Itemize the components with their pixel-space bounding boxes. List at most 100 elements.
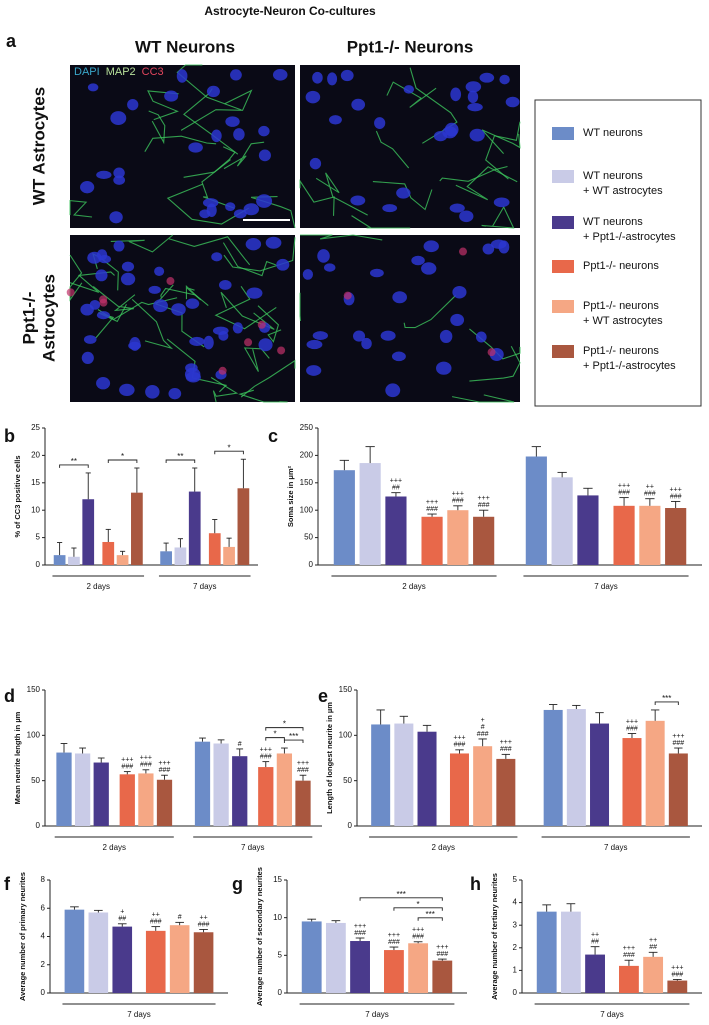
y-tick-label: 100 xyxy=(339,730,353,739)
nucleus xyxy=(153,299,168,313)
nucleus xyxy=(96,377,111,390)
micrograph xyxy=(300,235,520,402)
nucleus xyxy=(129,337,141,351)
nucleus xyxy=(258,338,273,352)
nucleus xyxy=(306,365,322,376)
nucleus xyxy=(206,85,220,98)
row-header: WT Astrocytes xyxy=(29,87,48,205)
bracket-label: * xyxy=(283,720,286,729)
bar xyxy=(619,965,639,993)
bar xyxy=(385,496,407,565)
y-tick-label: 0 xyxy=(513,988,518,997)
bar xyxy=(112,926,133,993)
nucleus xyxy=(121,261,135,272)
bar xyxy=(613,505,635,565)
legend-swatch xyxy=(552,345,574,358)
bar xyxy=(543,709,563,826)
nucleus xyxy=(403,85,415,94)
nucleus xyxy=(391,351,406,362)
column-header: Ppt1-/- Neurons xyxy=(347,37,474,56)
nucleus xyxy=(352,330,366,342)
column-header: WT Neurons xyxy=(135,37,235,56)
bar xyxy=(174,547,187,565)
x-category-label: 7 days xyxy=(241,843,265,852)
nucleus xyxy=(361,337,372,350)
bar xyxy=(394,723,414,826)
bar xyxy=(232,756,248,826)
significance-bracket xyxy=(654,701,679,705)
legend-label: + Ppt1-/-astrocytes xyxy=(583,231,676,243)
y-tick-label: 25 xyxy=(31,423,40,432)
neurite xyxy=(131,298,174,350)
significance-label: +++ xyxy=(618,482,630,489)
nucleus xyxy=(351,98,366,111)
nucleus xyxy=(433,130,448,142)
significance-label: ### xyxy=(426,506,438,513)
neurite xyxy=(403,294,457,329)
bar xyxy=(169,925,190,993)
y-tick-label: 0 xyxy=(348,821,353,830)
y-tick-label: 3 xyxy=(513,920,518,929)
panel-label: c xyxy=(268,426,278,446)
bar xyxy=(223,546,235,565)
y-axis-label: Soma size in μm² xyxy=(286,465,295,527)
bar xyxy=(473,516,495,565)
y-axis-label: Average number of tertiary neurites xyxy=(490,873,499,1000)
y-tick-label: 150 xyxy=(300,478,314,487)
bar xyxy=(560,911,581,993)
significance-label: ## xyxy=(649,944,657,951)
neurite xyxy=(469,345,521,382)
nucleus xyxy=(312,71,323,84)
significance-label: ### xyxy=(388,939,400,946)
bracket-label: *** xyxy=(662,694,671,703)
bar xyxy=(590,723,610,826)
nucleus xyxy=(233,128,245,141)
bar xyxy=(194,741,211,826)
nucleus xyxy=(80,303,94,316)
channel-label: DAPI xyxy=(74,66,100,78)
significance-label: # xyxy=(481,724,485,731)
nucleus xyxy=(467,103,483,112)
nucleus xyxy=(232,322,243,334)
significance-label: ## xyxy=(118,916,126,923)
y-tick-label: 4 xyxy=(41,932,46,941)
x-category-label: 2 days xyxy=(402,582,426,591)
nucleus xyxy=(87,83,99,92)
nucleus xyxy=(218,280,232,290)
legend-label: WT neurons xyxy=(583,170,643,182)
significance-label: ### xyxy=(198,921,210,928)
significance-bracket xyxy=(265,727,304,731)
bar xyxy=(64,909,85,993)
figure-title: Astrocyte-Neuron Co-cultures xyxy=(204,4,376,18)
bar xyxy=(668,753,688,826)
bar xyxy=(93,762,109,826)
significance-label: ### xyxy=(121,763,133,770)
significance-label: +++ xyxy=(354,923,366,930)
significance-label: +++ xyxy=(426,499,438,506)
bar xyxy=(645,720,665,826)
significance-label: ++ xyxy=(649,937,657,944)
x-category-label: 2 days xyxy=(86,582,110,591)
neurite xyxy=(240,359,296,398)
panel-label: h xyxy=(470,874,481,894)
y-axis-label: Average number of secondary neurites xyxy=(255,867,264,1006)
nucleus xyxy=(498,240,510,254)
y-tick-label: 5 xyxy=(513,875,518,884)
nucleus xyxy=(225,116,240,127)
nucleus xyxy=(411,255,425,266)
legend-label: Ppt1-/- neurons xyxy=(583,345,659,357)
bar xyxy=(551,477,573,565)
y-tick-label: 20 xyxy=(31,451,40,460)
y-tick-label: 5 xyxy=(36,533,41,542)
neurite xyxy=(300,234,383,241)
significance-label: ### xyxy=(671,971,683,978)
nucleus xyxy=(80,181,95,194)
nucleus xyxy=(272,69,288,81)
nucleus xyxy=(392,291,407,304)
bar xyxy=(350,941,370,993)
nucleus xyxy=(258,149,271,162)
nucleus xyxy=(323,263,336,272)
nucleus xyxy=(493,197,510,208)
nucleus xyxy=(176,69,188,83)
nucleus xyxy=(127,98,139,111)
